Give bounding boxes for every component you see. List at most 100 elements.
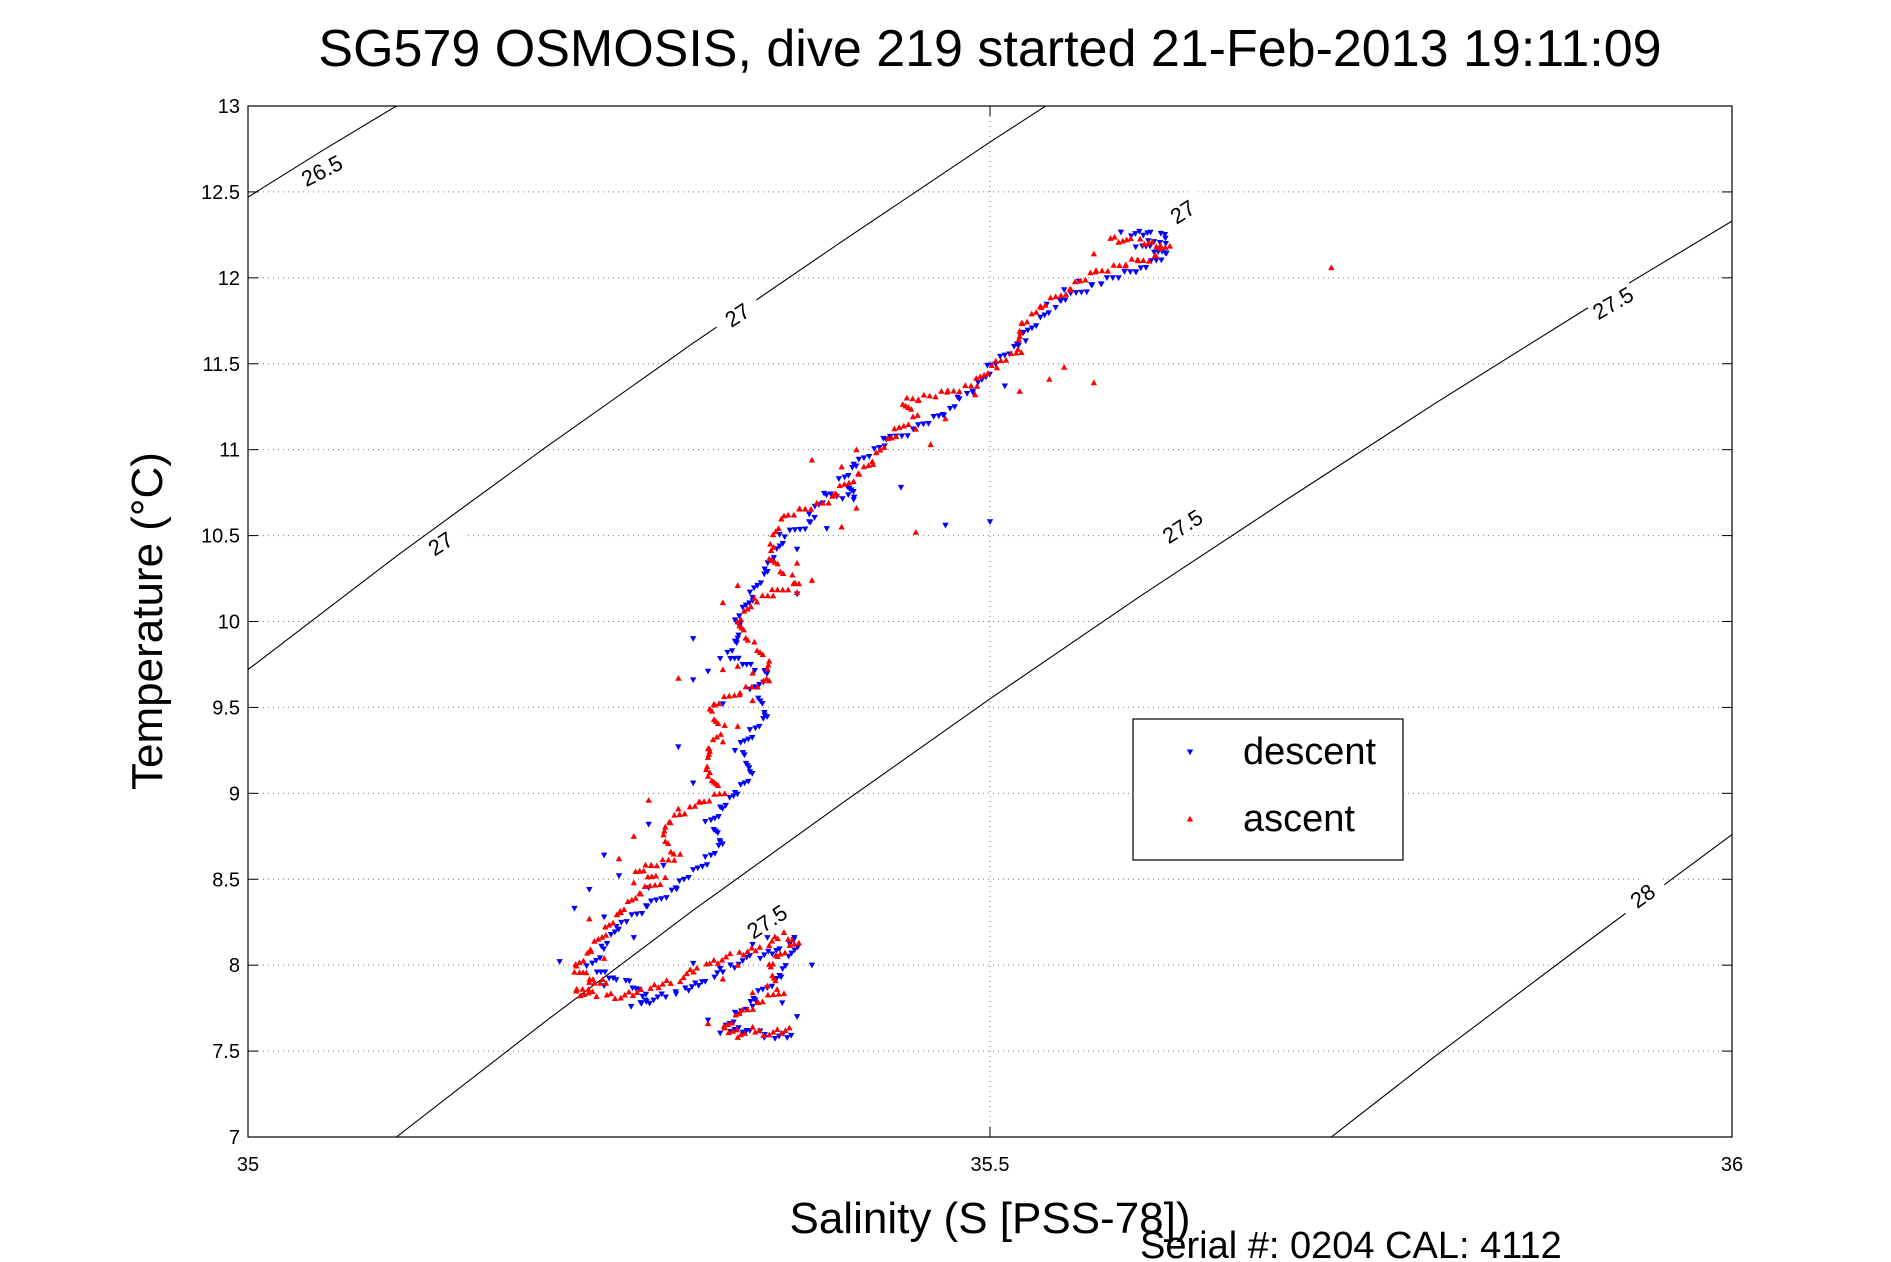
ascent-point [1016, 327, 1023, 334]
ascent-point [641, 883, 648, 889]
ascent-point [681, 810, 688, 817]
ascent-point [860, 463, 868, 470]
ascent-point [1090, 379, 1098, 386]
descent-point [556, 959, 563, 965]
ascent-point [1162, 244, 1169, 250]
ascent-point [734, 1034, 741, 1040]
descent-point [626, 978, 633, 985]
ascent-point [716, 790, 723, 797]
legend-items: descent ascent [1186, 731, 1377, 840]
descent-point [1132, 231, 1139, 237]
ascent-point [926, 392, 933, 399]
ascent-point [777, 950, 784, 957]
ascent-point [741, 607, 748, 614]
ascent-point [796, 505, 803, 512]
ascent-point [780, 990, 788, 997]
y-tick-label: 11.5 [203, 354, 240, 376]
ascent-point [736, 691, 743, 698]
ascent-point [767, 547, 775, 553]
descent-point [807, 519, 814, 526]
ascent-point [573, 962, 580, 969]
ascent-point [721, 1024, 728, 1031]
descent-point [770, 555, 777, 561]
ascent-point [661, 827, 668, 834]
ascent-point [759, 998, 766, 1005]
descent-point [746, 727, 754, 733]
ascent-point [838, 463, 845, 470]
ascent-point [651, 981, 658, 988]
descent-point [672, 991, 680, 998]
descent-point [615, 873, 623, 880]
ascent-point [760, 677, 767, 684]
descent-point [1147, 229, 1154, 236]
ascent-point [576, 959, 583, 966]
descent-point [586, 887, 593, 893]
descent-point [747, 999, 754, 1005]
descent-point [1033, 323, 1040, 329]
descent-point [773, 948, 780, 954]
ascent-point [630, 879, 638, 886]
ascent-point [728, 1019, 735, 1026]
descent-point [793, 546, 801, 553]
descent-point [925, 420, 932, 427]
descent-point [735, 655, 742, 662]
ascent-point [793, 559, 801, 566]
ascent-point [633, 989, 641, 995]
descent-point [658, 896, 665, 902]
ascent-point [1018, 349, 1025, 356]
ascent-point [720, 693, 728, 700]
ascent-point [646, 882, 654, 889]
descent-point [946, 405, 954, 412]
descent-point [1057, 298, 1065, 304]
descent-point [1132, 244, 1139, 251]
ascent-point [737, 616, 745, 623]
descent-point [1022, 338, 1029, 345]
descent-point [731, 655, 738, 662]
ascent-point [774, 935, 781, 942]
ascent-point [795, 939, 803, 946]
descent-point [727, 655, 734, 662]
ascent-point [709, 736, 717, 743]
descent-point [638, 910, 646, 917]
descent-point [851, 494, 858, 501]
ascent-point [1098, 267, 1106, 274]
ascent-point [778, 515, 785, 522]
ascent-point [655, 984, 662, 991]
ascent-point [1090, 250, 1098, 257]
ascent-point [677, 978, 684, 985]
legend: descent ascent [1132, 718, 1404, 861]
ascent-point [671, 857, 678, 863]
descent-point [638, 1000, 645, 1007]
ascent-point [769, 531, 777, 538]
ascent-point [606, 921, 613, 928]
ascent-point [755, 999, 762, 1006]
ascent-point [621, 991, 628, 998]
ascent-point [903, 394, 910, 401]
ascent-point [1149, 238, 1156, 245]
ascent-point [602, 923, 609, 930]
ascent-point [704, 772, 712, 779]
ascent-point [1042, 302, 1049, 308]
descent-point [1158, 257, 1165, 264]
ascent-point [772, 528, 779, 535]
descent-point [646, 1000, 653, 1007]
ascent-point [793, 589, 801, 595]
descent-point [757, 955, 764, 962]
ascent-point [721, 722, 728, 728]
descent-point [733, 640, 740, 647]
ascent-point [749, 697, 756, 704]
ascent-point [942, 415, 949, 422]
descent-point [791, 935, 798, 941]
ascent-point [781, 949, 789, 956]
descent-point [623, 919, 630, 925]
descent-point [755, 988, 762, 994]
descent-point [793, 1014, 801, 1020]
ascent-point [744, 636, 751, 643]
y-tick-label: 8 [229, 955, 240, 977]
descent-point [702, 979, 709, 985]
contour-label-bg [294, 147, 349, 192]
descent-point [746, 600, 753, 607]
ascent-point [770, 1028, 777, 1035]
descent-point [688, 984, 696, 990]
descent-point [935, 413, 942, 420]
